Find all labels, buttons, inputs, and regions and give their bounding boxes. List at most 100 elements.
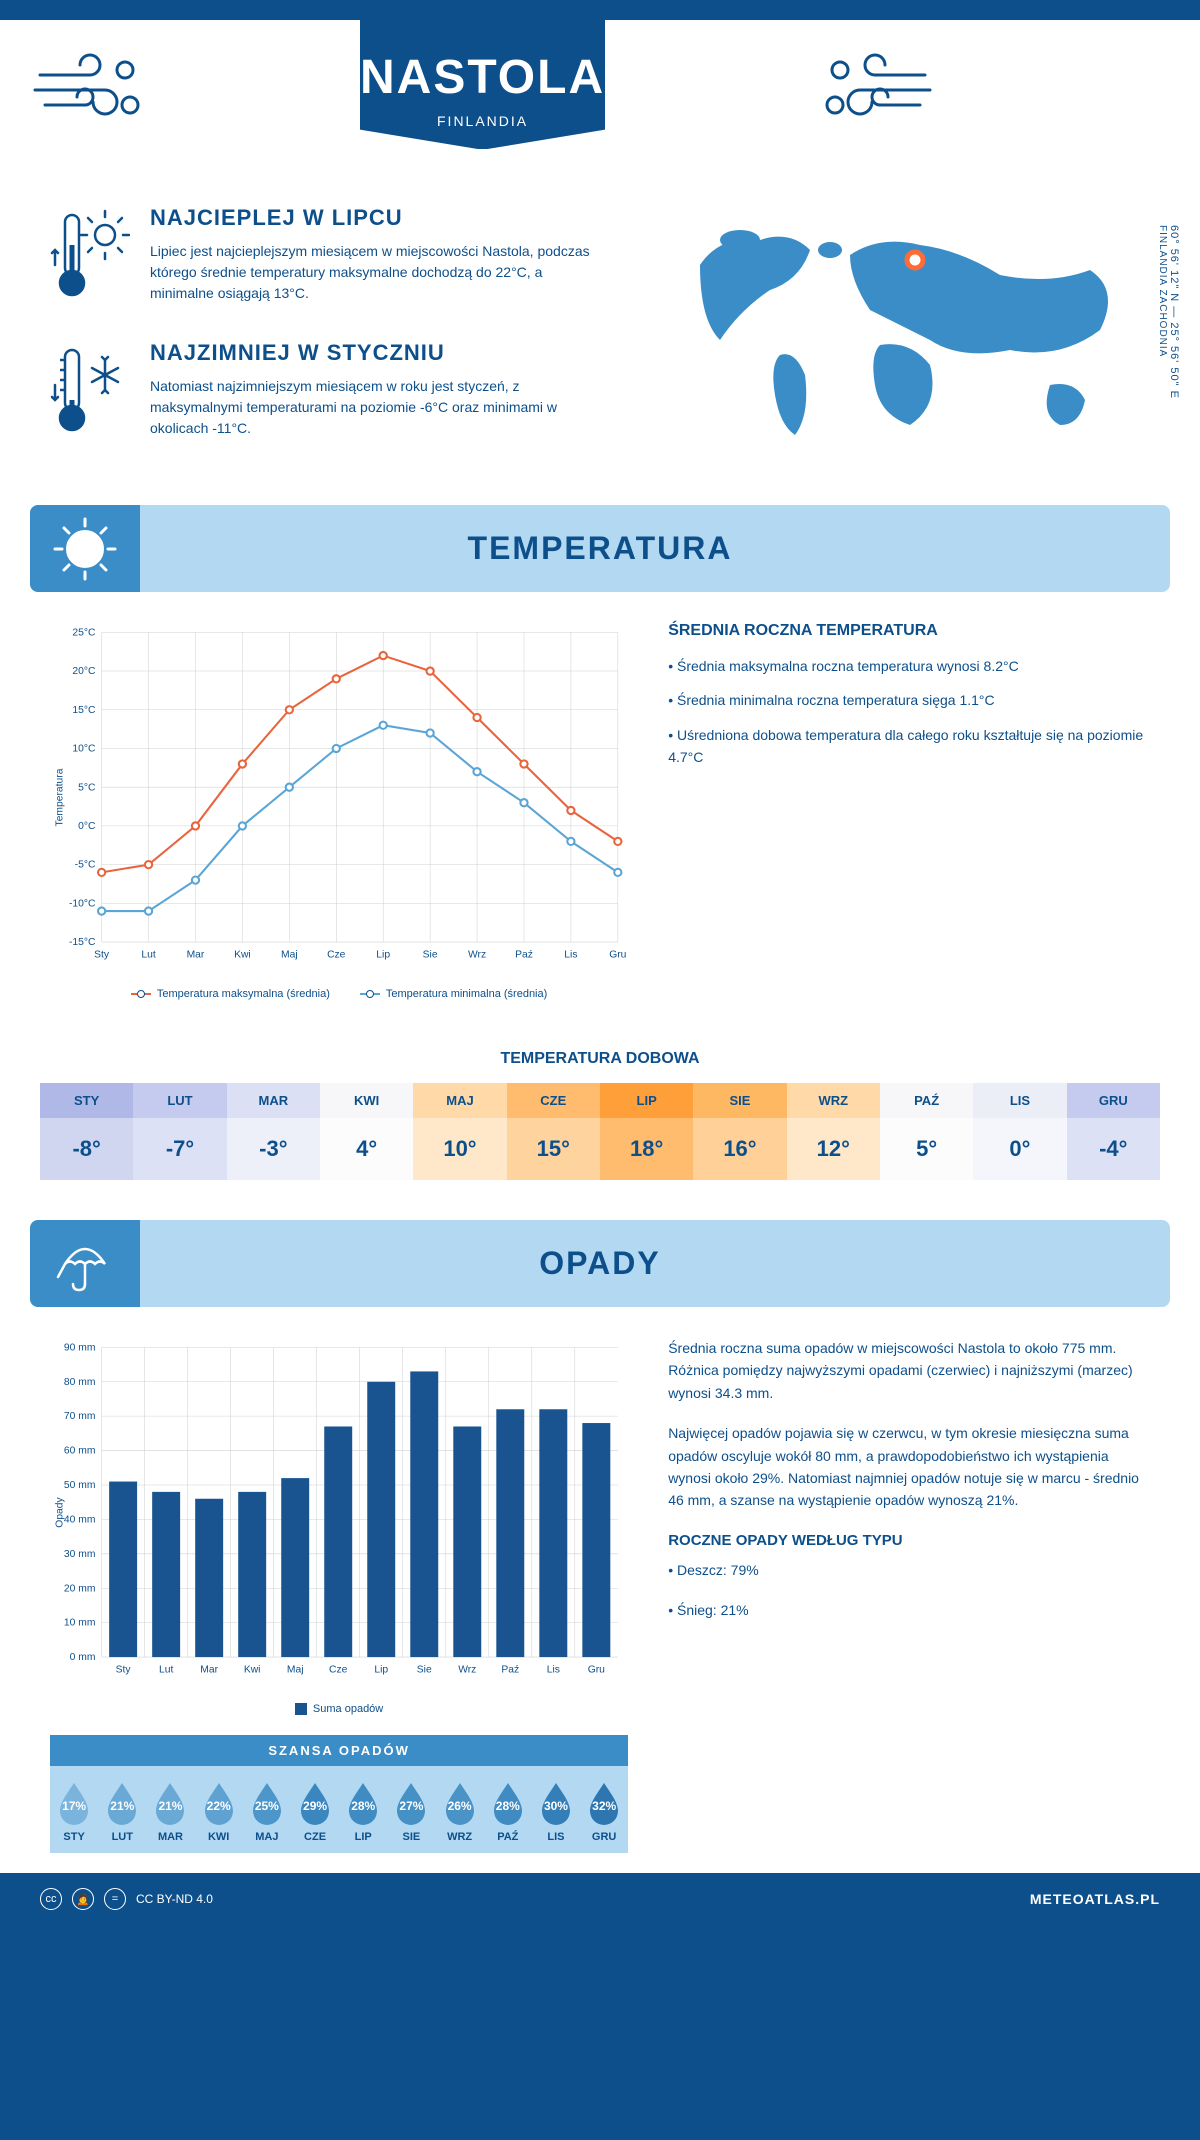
- location-marker: [907, 252, 923, 268]
- chance-cell: 22%KWI: [195, 1781, 243, 1843]
- svg-text:80 mm: 80 mm: [64, 1377, 96, 1388]
- svg-text:Lip: Lip: [374, 1665, 388, 1676]
- svg-text:Cze: Cze: [329, 1665, 348, 1676]
- svg-text:20 mm: 20 mm: [64, 1583, 96, 1594]
- svg-text:25°C: 25°C: [72, 627, 96, 638]
- coldest-text: Natomiast najzimniejszym miesiącem w rok…: [150, 376, 610, 439]
- svg-text:5°C: 5°C: [78, 782, 96, 793]
- city-title: NASTOLA: [360, 50, 605, 105]
- precip-type1: • Deszcz: 79%: [668, 1559, 1150, 1581]
- world-map: 60° 56' 12" N — 25° 56' 50" E FINLANDIA …: [650, 205, 1150, 475]
- wind-icon-left: [0, 20, 180, 165]
- precipitation-section-header: OPADY: [30, 1220, 1170, 1307]
- svg-text:Maj: Maj: [287, 1665, 304, 1676]
- daily-cell: MAJ10°: [413, 1083, 506, 1180]
- svg-text:Lip: Lip: [376, 950, 390, 961]
- chance-cell: 28%LIP: [339, 1781, 387, 1843]
- coldest-title: NAJZIMNIEJ W STYCZNIU: [150, 340, 610, 366]
- svg-text:Opady: Opady: [54, 1497, 65, 1528]
- avg-temp-b3: • Uśredniona dobowa temperatura dla całe…: [668, 724, 1150, 769]
- svg-text:Paź: Paź: [515, 950, 533, 961]
- svg-text:60 mm: 60 mm: [64, 1446, 96, 1457]
- svg-text:Paź: Paź: [501, 1665, 519, 1676]
- chance-cell: 28%PAŹ: [484, 1781, 532, 1843]
- temp-legend: Temperatura maksymalna (średnia) Tempera…: [50, 988, 628, 1000]
- svg-text:Maj: Maj: [281, 950, 298, 961]
- umbrella-icon: [30, 1220, 140, 1307]
- chance-cell: 26%WRZ: [436, 1781, 484, 1843]
- title-banner: NASTOLA FINLANDIA: [360, 20, 605, 149]
- warmest-block: NAJCIEPLEJ W LIPCU Lipiec jest najcieple…: [50, 205, 610, 310]
- country-subtitle: FINLANDIA: [360, 113, 605, 129]
- svg-text:-10°C: -10°C: [69, 898, 96, 909]
- svg-text:Kwi: Kwi: [244, 1665, 261, 1676]
- daily-cell: WRZ12°: [787, 1083, 880, 1180]
- svg-text:Sty: Sty: [94, 950, 110, 961]
- svg-text:Kwi: Kwi: [234, 950, 251, 961]
- temperature-body: -15°C -10°C -5°C 0°C 5°C 10°C 15°C 20°C 25°C Sty L…: [0, 592, 1200, 1030]
- temperature-section-header: TEMPERATURA: [30, 505, 1170, 592]
- coldest-block: NAJZIMNIEJ W STYCZNIU Natomiast najzimni…: [50, 340, 610, 445]
- svg-text:Lut: Lut: [141, 950, 155, 961]
- precip-type2: • Śnieg: 21%: [668, 1599, 1150, 1621]
- svg-text:10°C: 10°C: [72, 744, 96, 755]
- footer: cc 🙍 = CC BY-ND 4.0 METEOATLAS.PL: [0, 1873, 1200, 1925]
- daily-cell: KWI4°: [320, 1083, 413, 1180]
- daily-cell: MAR-3°: [227, 1083, 320, 1180]
- chance-cell: 32%GRU: [580, 1781, 628, 1843]
- coordinates: 60° 56' 12" N — 25° 56' 50" E FINLANDIA …: [1156, 225, 1180, 399]
- svg-text:90 mm: 90 mm: [64, 1342, 96, 1353]
- thermometer-sun-icon: [50, 205, 130, 310]
- daily-cell: STY-8°: [40, 1083, 133, 1180]
- chance-header: SZANSA OPADÓW: [50, 1735, 628, 1766]
- chance-cell: 30%LIS: [532, 1781, 580, 1843]
- svg-text:40 mm: 40 mm: [64, 1515, 96, 1526]
- svg-text:-15°C: -15°C: [69, 937, 96, 948]
- precipitation-chart-area: 0 mm10 mm20 mm30 mm40 mm50 mm60 mm70 mm8…: [50, 1337, 628, 1853]
- svg-text:Sie: Sie: [417, 1665, 432, 1676]
- site-name: METEOATLAS.PL: [1030, 1891, 1160, 1907]
- daily-cell: PAŹ5°: [880, 1083, 973, 1180]
- avg-temp-title: ŚREDNIA ROCZNA TEMPERATURA: [668, 622, 1150, 640]
- thermometer-snow-icon: [50, 340, 130, 445]
- daily-temp-title: TEMPERATURA DOBOWA: [0, 1050, 1200, 1068]
- svg-text:Wrz: Wrz: [468, 950, 486, 961]
- svg-text:70 mm: 70 mm: [64, 1411, 96, 1422]
- infographic-container: NASTOLA FINLANDIA: [0, 20, 1200, 1925]
- svg-text:0°C: 0°C: [78, 821, 96, 832]
- svg-text:Temperatura: Temperatura: [54, 768, 65, 826]
- svg-text:Gru: Gru: [609, 950, 626, 961]
- daily-cell: CZE15°: [507, 1083, 600, 1180]
- license: cc 🙍 = CC BY-ND 4.0: [40, 1888, 213, 1910]
- svg-text:0 mm: 0 mm: [70, 1652, 96, 1663]
- warmest-title: NAJCIEPLEJ W LIPCU: [150, 205, 610, 231]
- sun-icon: [30, 505, 140, 592]
- svg-text:Lut: Lut: [159, 1665, 173, 1676]
- avg-temp-b2: • Średnia minimalna roczna temperatura s…: [668, 689, 1150, 711]
- svg-text:-5°C: -5°C: [75, 860, 96, 871]
- chance-cell: 17%STY: [50, 1781, 98, 1843]
- chance-cell: 27%SIE: [387, 1781, 435, 1843]
- svg-text:20°C: 20°C: [72, 666, 96, 677]
- svg-text:10 mm: 10 mm: [64, 1618, 96, 1629]
- precipitation-stats: Średnia roczna suma opadów w miejscowośc…: [668, 1337, 1150, 1853]
- by-icon: 🙍: [72, 1888, 94, 1910]
- intro-section: NAJCIEPLEJ W LIPCU Lipiec jest najcieple…: [0, 165, 1200, 505]
- svg-text:Cze: Cze: [327, 950, 346, 961]
- chance-cell: 25%MAJ: [243, 1781, 291, 1843]
- chance-cell: 21%LUT: [98, 1781, 146, 1843]
- temperature-title: TEMPERATURA: [30, 530, 1170, 567]
- svg-text:Lis: Lis: [564, 950, 577, 961]
- svg-text:50 mm: 50 mm: [64, 1480, 96, 1491]
- intro-text-column: NAJCIEPLEJ W LIPCU Lipiec jest najcieple…: [50, 205, 610, 475]
- temperature-line-chart: -15°C -10°C -5°C 0°C 5°C 10°C 15°C 20°C 25°C Sty L…: [50, 622, 628, 973]
- svg-text:Lis: Lis: [547, 1665, 560, 1676]
- daily-cell: LIP18°: [600, 1083, 693, 1180]
- chance-cell: 29%CZE: [291, 1781, 339, 1843]
- svg-text:15°C: 15°C: [72, 705, 96, 716]
- temperature-stats: ŚREDNIA ROCZNA TEMPERATURA • Średnia mak…: [668, 622, 1150, 1000]
- avg-temp-b1: • Średnia maksymalna roczna temperatura …: [668, 655, 1150, 677]
- daily-cell: LIS0°: [973, 1083, 1066, 1180]
- nd-icon: =: [104, 1888, 126, 1910]
- precip-type-title: ROCZNE OPADY WEDŁUG TYPU: [668, 1532, 1150, 1549]
